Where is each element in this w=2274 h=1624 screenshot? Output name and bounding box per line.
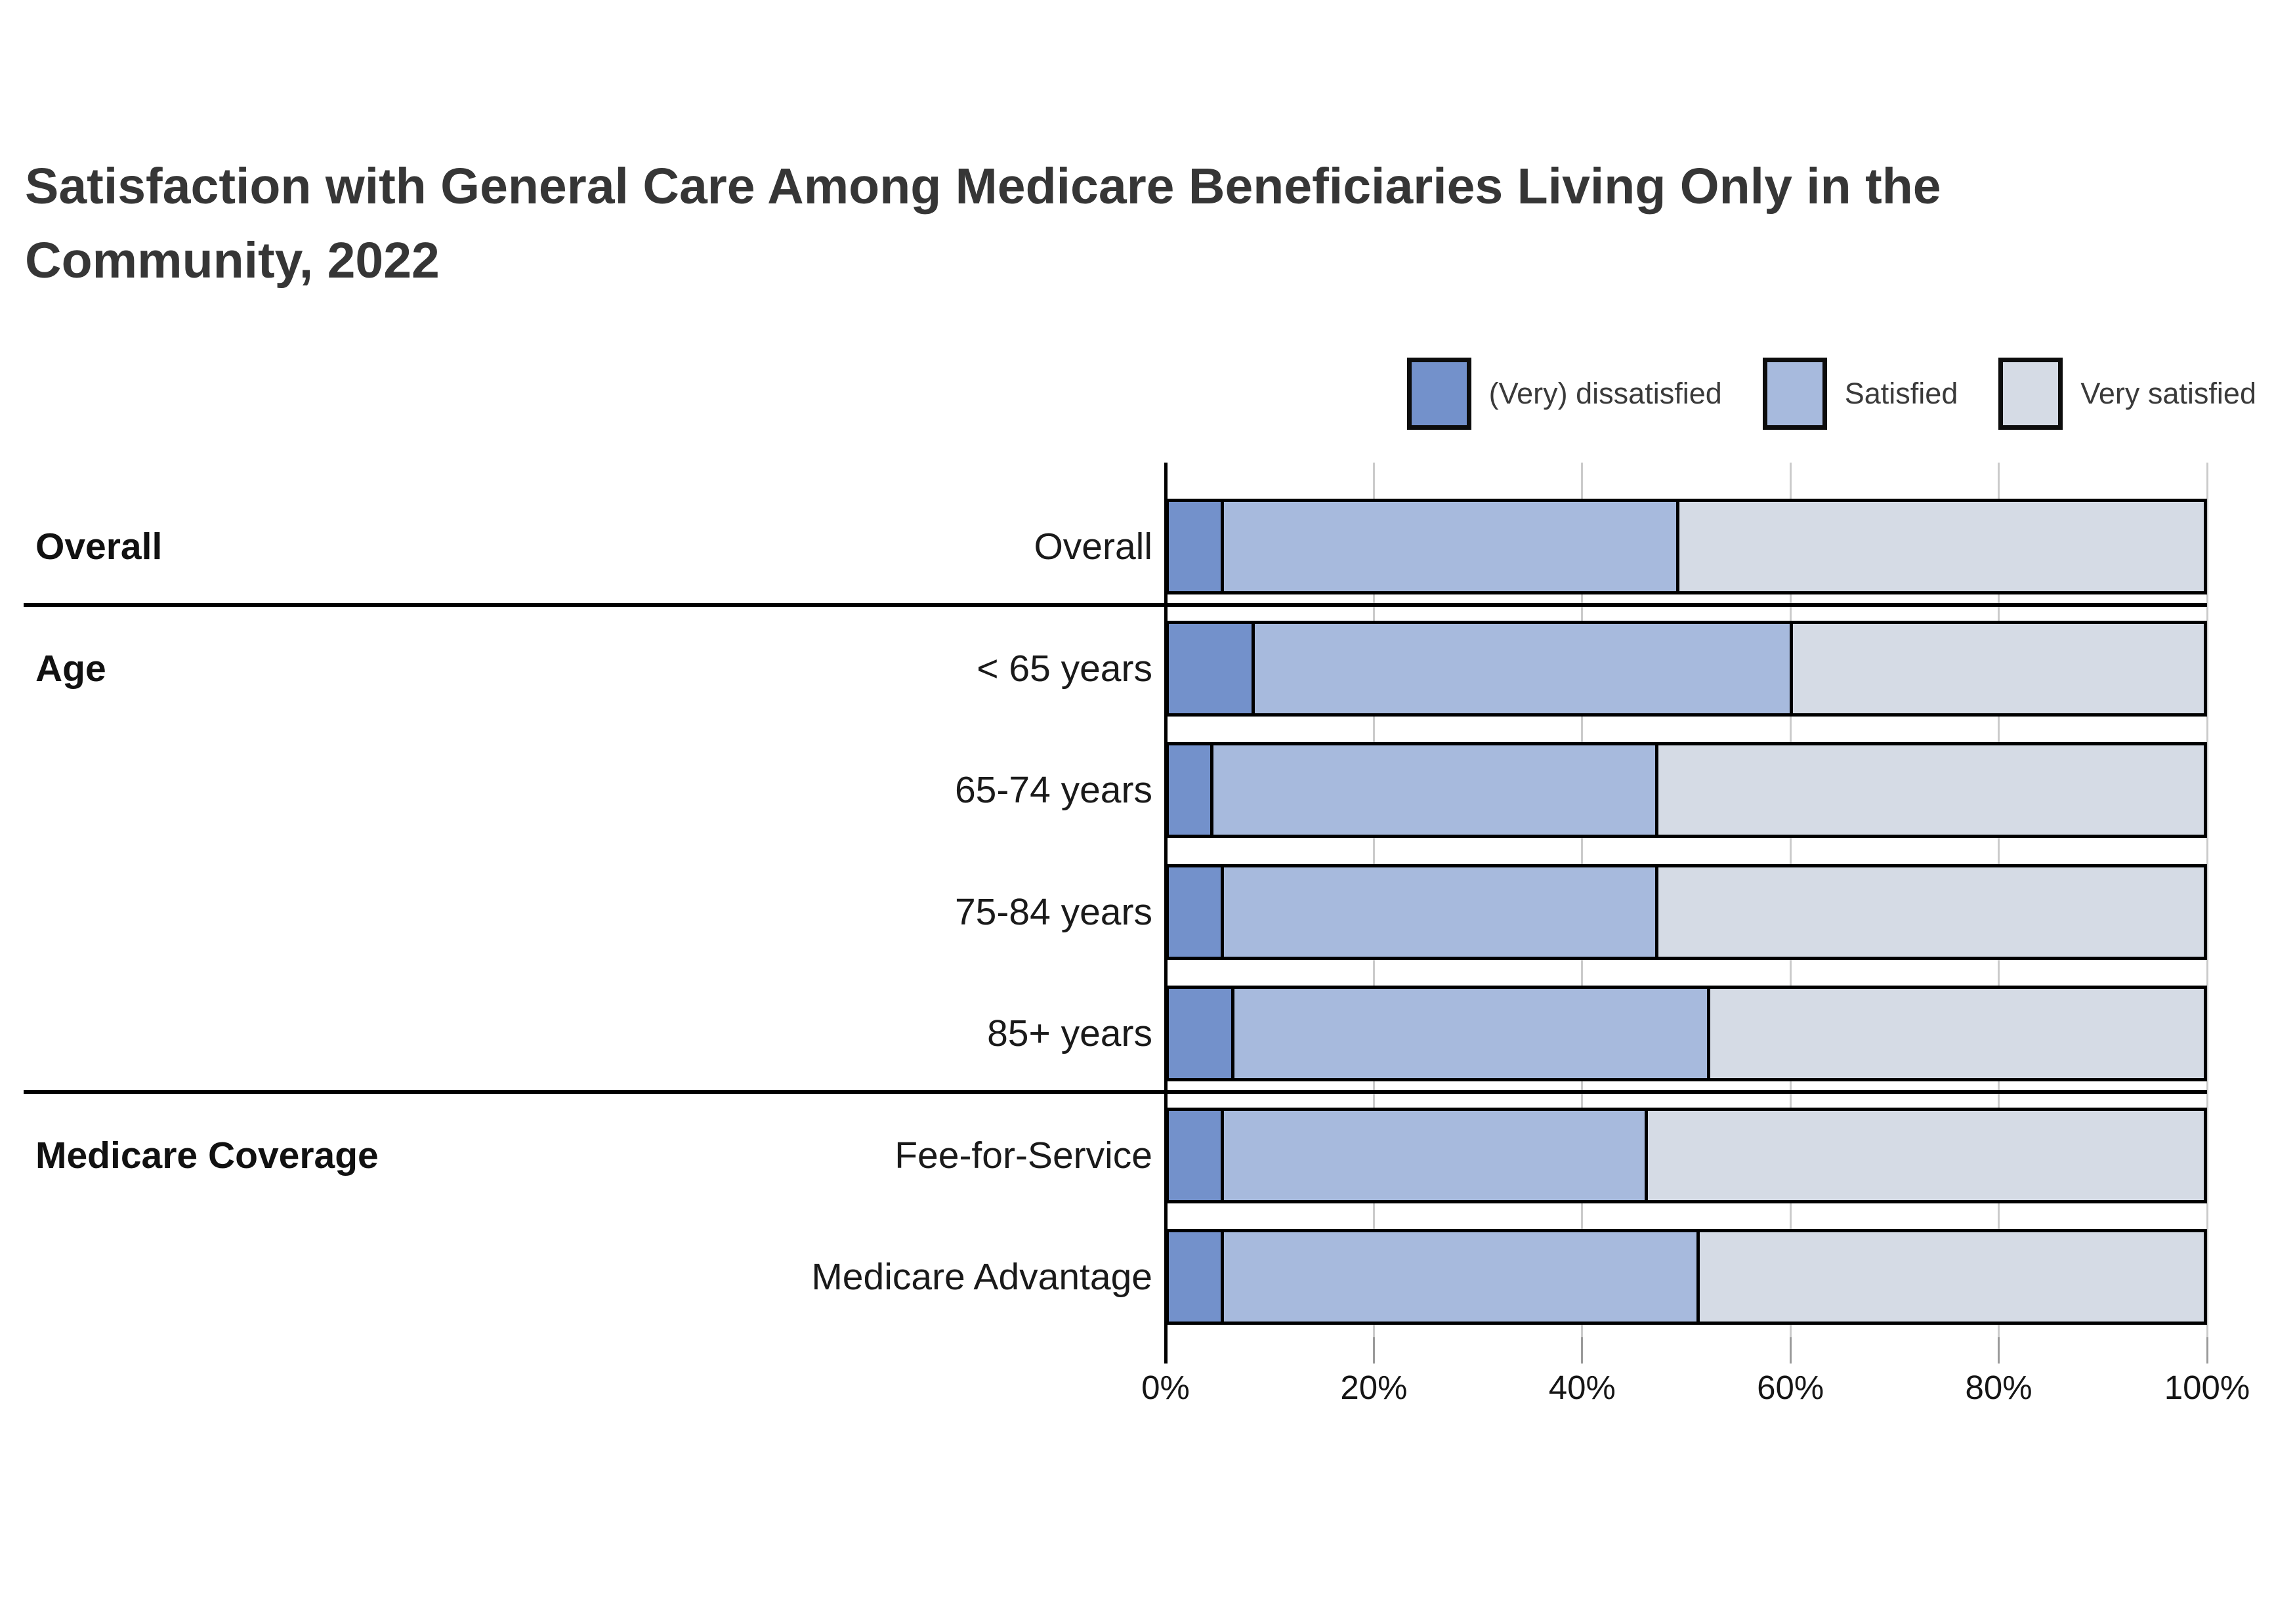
row-label: Medicare Advantage xyxy=(811,1256,1152,1298)
bar-segment--very-dissatisfied xyxy=(1169,502,1221,591)
bar-segment--very-dissatisfied xyxy=(1169,989,1231,1078)
bar-75-84-years xyxy=(1166,864,2207,960)
chart-title-line-2: Community, 2022 xyxy=(25,232,440,289)
bar-overall xyxy=(1166,499,2207,594)
bar-segment-very-satisfied xyxy=(1655,867,2204,957)
x-tick-20% xyxy=(1372,1337,1375,1364)
x-tick-0% xyxy=(1164,1337,1168,1364)
chart-title: Satisfaction with General Care Among Med… xyxy=(25,150,2099,298)
bar-segment-satisfied xyxy=(1231,989,1708,1078)
bar-segment-satisfied xyxy=(1220,867,1656,957)
x-tick-label-60%: 60% xyxy=(1757,1369,1824,1406)
x-tick-80% xyxy=(1998,1337,2000,1364)
bar-segment-very-satisfied xyxy=(1655,745,2204,835)
bar-segment-satisfied xyxy=(1220,1111,1645,1200)
bar-segment--very-dissatisfied xyxy=(1169,745,1211,835)
legend-swatch-very-satisfied xyxy=(1998,358,2063,430)
x-tick-label-80%: 80% xyxy=(1965,1369,2032,1406)
legend-label-satisfied: Satisfied xyxy=(1844,377,1958,410)
chart-title-line-1: Satisfaction with General Care Among Med… xyxy=(25,158,1941,215)
bar-segment--very-dissatisfied xyxy=(1169,867,1221,957)
bar-medicare-advantage xyxy=(1166,1229,2207,1325)
legend-label-very-satisfied: Very satisfied xyxy=(2080,377,2256,410)
bar-65-74-years xyxy=(1166,742,2207,838)
legend-label-dissatisfied: (Very) dissatisfied xyxy=(1488,377,1722,410)
bar-segment-very-satisfied xyxy=(1707,989,2204,1078)
bar-85-years xyxy=(1166,986,2207,1081)
row-label: 65-74 years xyxy=(954,769,1152,811)
row-label: Fee-for-Service xyxy=(895,1135,1152,1176)
bar-segment-very-satisfied xyxy=(1790,624,2204,713)
legend: (Very) dissatisfied Satisfied Very satis… xyxy=(1366,358,2256,430)
legend-item-satisfied: Satisfied xyxy=(1762,358,1958,430)
row-label: Overall xyxy=(1034,526,1152,568)
x-tick-label-0%: 0% xyxy=(1141,1369,1190,1406)
bar-segment-very-satisfied xyxy=(1696,1232,2204,1322)
x-tick-60% xyxy=(1789,1337,1792,1364)
bar-segment-satisfied xyxy=(1210,745,1656,835)
row-label: < 65 years xyxy=(977,648,1152,690)
row-label: 75-84 years xyxy=(954,891,1152,933)
bar-segment--very-dissatisfied xyxy=(1169,624,1252,713)
bar-segment-satisfied xyxy=(1220,502,1676,591)
x-tick-label-20%: 20% xyxy=(1340,1369,1408,1406)
bar-segment--very-dissatisfied xyxy=(1169,1111,1221,1200)
section-divider xyxy=(24,1090,2207,1094)
section-label-age: Age xyxy=(35,648,106,690)
bar-segment--very-dissatisfied xyxy=(1169,1232,1221,1322)
bar-segment-very-satisfied xyxy=(1675,502,2204,591)
legend-item-very-satisfied: Very satisfied xyxy=(1998,358,2256,430)
x-tick-label-40%: 40% xyxy=(1548,1369,1616,1406)
bar--65-years xyxy=(1166,621,2207,717)
legend-swatch-satisfied xyxy=(1762,358,1827,430)
section-divider xyxy=(24,603,2207,607)
section-label-medicare-coverage: Medicare Coverage xyxy=(35,1135,379,1176)
bar-segment-satisfied xyxy=(1220,1232,1697,1322)
bar-segment-satisfied xyxy=(1252,624,1790,713)
section-label-overall: Overall xyxy=(35,526,163,568)
x-tick-label-100%: 100% xyxy=(2164,1369,2250,1406)
legend-item-dissatisfied: (Very) dissatisfied xyxy=(1406,358,1722,430)
row-label: 85+ years xyxy=(987,1012,1152,1054)
bar-segment-very-satisfied xyxy=(1645,1111,2204,1200)
x-tick-100% xyxy=(2206,1337,2208,1364)
bar-fee-for-service xyxy=(1166,1108,2207,1203)
gridline-100% xyxy=(2206,463,2208,1337)
x-tick-40% xyxy=(1581,1337,1584,1364)
legend-swatch-dissatisfied xyxy=(1406,358,1471,430)
